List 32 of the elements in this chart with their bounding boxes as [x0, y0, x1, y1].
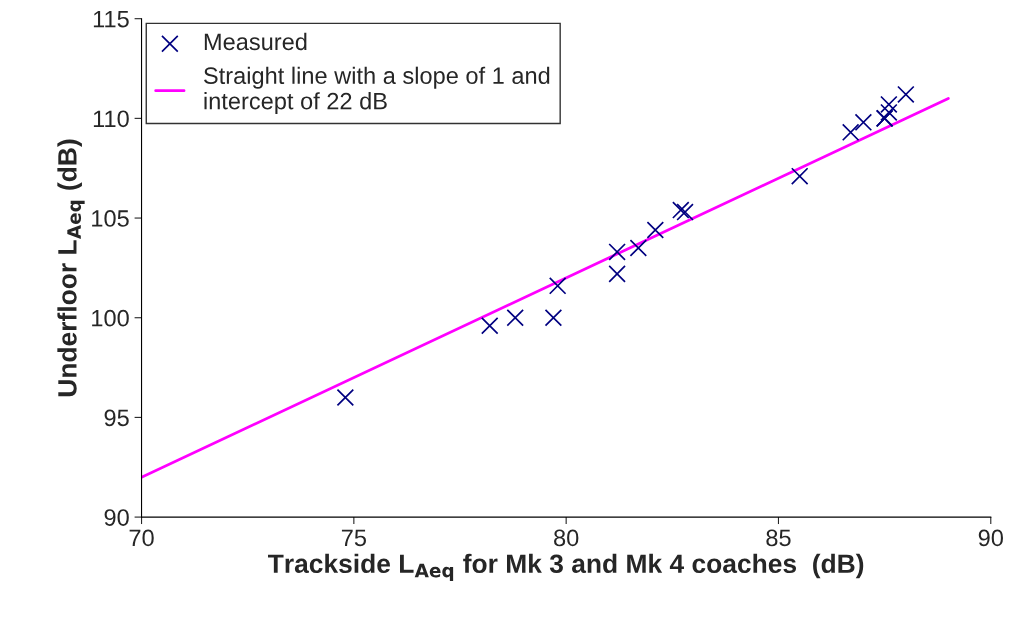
legend-label: Measured	[204, 32, 307, 51]
point	[841, 123, 860, 142]
y-tick-label: 105	[92, 210, 129, 227]
y-tick-label: 90	[104, 509, 129, 526]
x-tick-label: 80	[554, 529, 579, 547]
y-tick-label: 100	[92, 309, 129, 327]
point	[646, 221, 665, 239]
x-tick-label: 75	[341, 529, 366, 547]
legend-label: Straight line with a slope of 1 and intercept of 22 dB	[204, 66, 550, 115]
point	[336, 388, 355, 407]
point	[629, 239, 648, 257]
point	[544, 308, 563, 327]
x-tick-label: 90	[978, 529, 1003, 547]
point	[672, 201, 690, 219]
point	[548, 277, 567, 295]
point	[480, 316, 499, 335]
x-tick-label: 85	[766, 529, 791, 547]
point	[880, 95, 898, 114]
point	[880, 103, 898, 122]
point	[608, 265, 626, 283]
point	[854, 113, 873, 132]
y-tick-label: 110	[93, 110, 129, 128]
x-axis-title: Trackside L$_{Aeq}$ for Mk 3 and Mk 4 coaches (dB)	[268, 553, 864, 581]
y-tick-label: 115	[93, 11, 129, 28]
point	[506, 308, 524, 327]
point	[897, 85, 915, 104]
y-tick-label: 95	[104, 409, 129, 427]
point	[790, 167, 809, 185]
y-axis-title: Underfloor L$_{Aeq}$ (dB)	[57, 139, 85, 397]
x-tick-label: 70	[129, 529, 154, 547]
point	[608, 243, 626, 261]
point	[676, 203, 694, 221]
